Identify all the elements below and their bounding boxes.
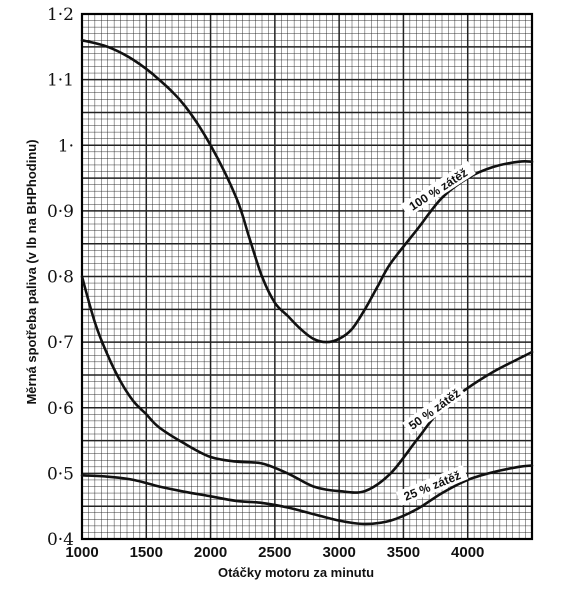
y-tick-label: 0·5 <box>47 464 74 484</box>
x-tick-label: 1000 <box>65 544 98 561</box>
series-label-group: 100 % zátěž <box>400 161 476 218</box>
y-axis-title: Měrná spotřeba paliva (v lb na BHPhodinu… <box>24 139 39 404</box>
series-label-background <box>402 382 467 436</box>
series-label-50-percent-load: 50 % zátěž <box>406 386 463 433</box>
series-line-25-percent-load <box>80 464 534 526</box>
series-label-background <box>395 465 469 506</box>
x-tick-label: 2000 <box>194 544 227 561</box>
series-label-background <box>400 161 476 218</box>
y-tick-label: 0·4 <box>47 530 74 550</box>
x-axis-ticks: 1000 1500 2000 2500 3000 3500 4000 <box>65 544 484 561</box>
x-tick-label: 2500 <box>258 544 291 561</box>
y-tick-label: 1· <box>58 136 74 156</box>
x-axis-title: Otáčky motoru za minutu <box>218 565 374 580</box>
y-tick-label: 0·9 <box>47 202 74 222</box>
x-tick-label: 3000 <box>322 544 355 561</box>
y-tick-label: 0·8 <box>47 268 74 288</box>
y-axis-ticks: 0·4 0·5 0·6 0·7 0·8 0·9 1· 1·1 1·2 <box>47 5 74 550</box>
x-tick-label: 3500 <box>387 544 420 561</box>
series-line-100-percent-load <box>80 39 534 344</box>
y-tick-label: 1·1 <box>47 71 74 91</box>
x-tick-label: 1500 <box>130 544 163 561</box>
x-tick-label: 4000 <box>451 544 484 561</box>
y-tick-label: 1·2 <box>47 5 74 25</box>
y-tick-label: 0·6 <box>47 399 74 419</box>
grid <box>81 13 533 540</box>
y-tick-label: 0·7 <box>47 333 74 353</box>
